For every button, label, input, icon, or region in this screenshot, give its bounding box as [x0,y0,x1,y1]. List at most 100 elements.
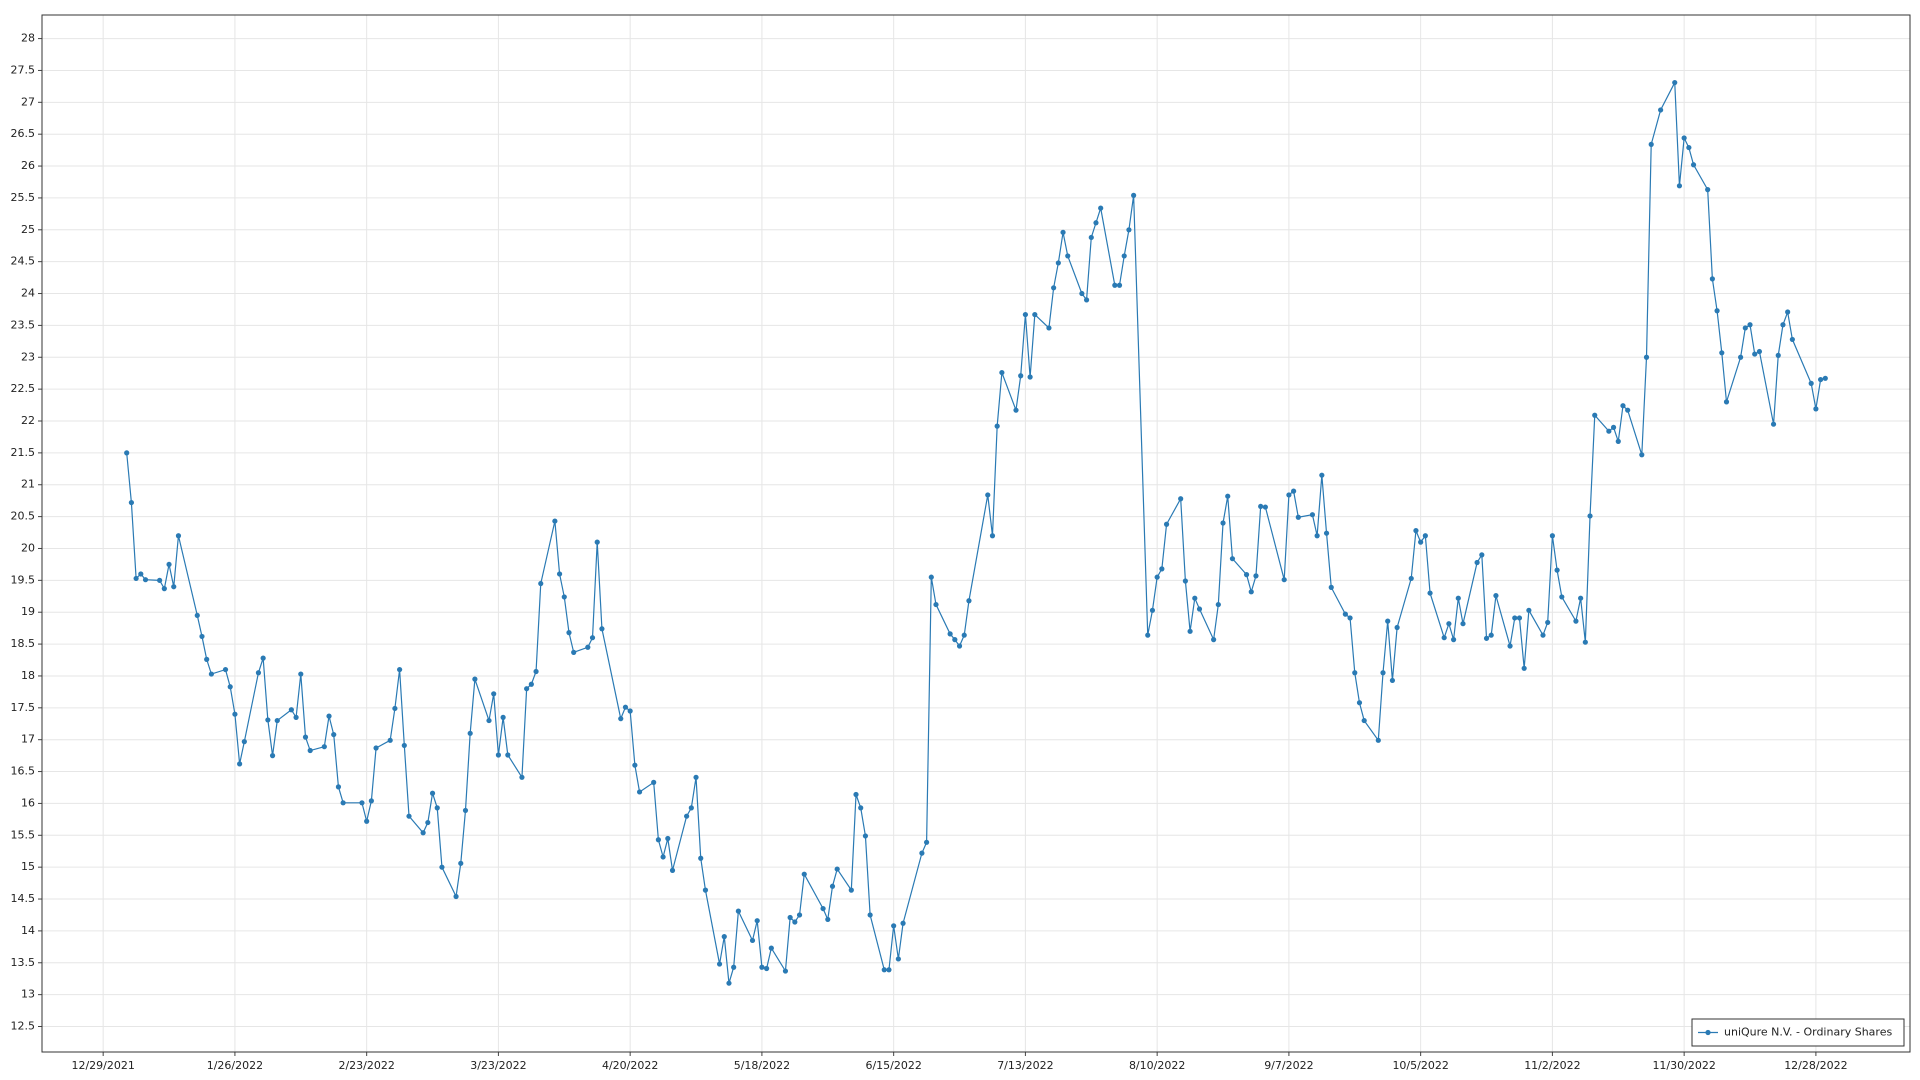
y-tick-label: 20.5 [11,510,36,523]
data-point [1187,628,1193,634]
y-tick-label: 27.5 [11,63,36,76]
data-point [524,686,530,692]
data-point [1319,472,1325,478]
data-point [989,533,996,539]
data-point [1723,399,1730,405]
data-point [467,730,473,736]
data-point [500,714,506,720]
data-point [1116,282,1123,288]
data-point [138,571,144,577]
data-point [627,708,633,714]
data-point [1545,619,1551,626]
legend-marker [1705,1029,1711,1036]
data-point [335,784,342,790]
data-point [900,920,906,926]
data-point [1610,424,1617,430]
data-point [1286,492,1292,498]
data-point [792,919,798,925]
data-point [1112,282,1118,288]
y-tick-label: 17 [21,733,35,746]
data-point [1625,407,1631,413]
y-tick-label: 13.5 [11,956,36,969]
data-point [288,707,294,713]
data-point [787,914,793,921]
data-point [1408,575,1414,582]
x-tick-label: 2/23/2022 [338,1059,394,1072]
y-tick-label: 24.5 [11,255,36,268]
data-point [175,533,182,539]
y-tick-label: 21.5 [11,446,36,459]
y-tick-label: 18.5 [11,637,36,650]
data-point [1427,590,1433,596]
y-tick-label: 14 [21,924,35,937]
data-point [1093,220,1099,226]
data-point [1756,348,1763,355]
data-point [660,854,666,860]
data-point [1385,618,1391,624]
data-point [425,819,431,826]
data-point [731,964,737,970]
data-point [961,632,967,638]
data-point [1681,135,1687,141]
x-tick-label: 8/10/2022 [1129,1059,1185,1072]
x-tick-label: 9/7/2022 [1264,1059,1313,1072]
data-point [825,916,831,923]
data-point [735,908,741,914]
data-point [1747,322,1753,328]
data-point [829,883,836,889]
data-point [204,656,210,662]
data-point [956,643,963,649]
data-point [1709,276,1715,282]
data-point [265,717,271,723]
data-point [1347,615,1353,621]
y-tick-label: 14.5 [11,892,36,905]
data-point [1526,607,1532,613]
data-point [1229,556,1236,562]
data-point [1770,421,1777,427]
data-point [1145,632,1151,638]
data-point [716,961,723,967]
data-point [1488,632,1494,638]
data-point [373,745,379,751]
data-point [561,594,567,600]
x-tick-label: 3/23/2022 [470,1059,526,1072]
data-point [599,626,605,632]
y-tick-label: 16 [21,796,35,809]
data-point [952,637,958,643]
data-point [434,805,440,811]
data-point [472,676,478,682]
data-point [636,789,643,795]
data-point [1088,234,1094,241]
data-point [749,937,756,944]
data-point [759,964,765,970]
data-point [519,774,525,780]
data-point [1243,572,1250,578]
data-point [1686,144,1692,151]
data-point [1455,595,1461,601]
data-point [1493,593,1499,599]
data-point [688,805,694,811]
data-point [1154,574,1160,580]
y-tick-label: 22 [21,414,35,427]
data-point [594,539,600,545]
data-point [1639,452,1645,458]
data-point [1742,325,1748,331]
data-point [1446,621,1452,627]
y-tick-label: 16.5 [11,765,36,778]
data-point [528,681,534,687]
x-tick-label: 5/18/2022 [734,1059,790,1072]
data-point [1817,376,1824,383]
data-point [1648,141,1654,147]
y-tick-label: 22.5 [11,382,36,395]
data-point [665,835,671,842]
data-point [1149,607,1156,613]
data-point [538,580,544,587]
data-point [1121,253,1127,259]
data-point [171,584,177,590]
data-point [801,871,807,877]
data-point [1578,595,1584,601]
data-point [1775,352,1781,358]
data-point [1714,308,1720,314]
data-point [321,744,327,750]
